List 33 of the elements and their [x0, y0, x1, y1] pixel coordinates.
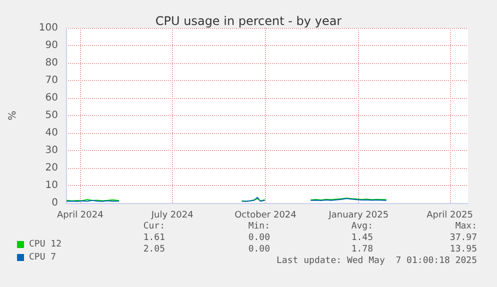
text: 37.97: [450, 233, 477, 243]
x-tick-label: April 2024: [57, 210, 104, 220]
y-tick-label: 10: [45, 180, 58, 191]
y-tick-label: 50: [45, 110, 58, 121]
legend-label: CPU 7: [29, 252, 56, 262]
y-tick-label: 30: [45, 145, 58, 156]
text: 0.00: [248, 244, 270, 254]
y-tick-label: 90: [45, 40, 58, 51]
y-axis-title: %: [8, 110, 18, 120]
text: 2.05: [143, 244, 166, 254]
y-tick-label: 70: [45, 75, 58, 86]
text: Avg:: [351, 222, 374, 232]
chart-title: CPU usage in percent - by year: [155, 14, 342, 28]
text: Min:: [248, 222, 270, 232]
text: Cur:: [143, 222, 166, 232]
text: 1.61: [143, 233, 166, 243]
y-tick-label: 100: [38, 22, 58, 34]
text: 1.78: [351, 244, 374, 254]
text: 0.00: [248, 233, 270, 243]
x-tick-label: January 2025: [328, 210, 389, 220]
y-tick-label: 60: [45, 92, 58, 104]
y-tick-label: 20: [45, 162, 58, 174]
text: 13.95: [450, 244, 477, 254]
text: Max:: [455, 222, 478, 232]
text: 1.45: [351, 233, 374, 243]
y-tick-label: 0: [52, 198, 58, 208]
y-tick-label: 40: [45, 128, 58, 138]
legend-label: CPU 12: [29, 240, 62, 250]
x-tick-label: July 2024: [150, 210, 194, 220]
y-tick-label: 80: [45, 58, 58, 68]
x-tick-label: October 2024: [234, 210, 297, 220]
x-tick-label: April 2025: [426, 210, 473, 220]
text: Last update: Wed May 7 01:00:18 2025: [276, 256, 477, 266]
